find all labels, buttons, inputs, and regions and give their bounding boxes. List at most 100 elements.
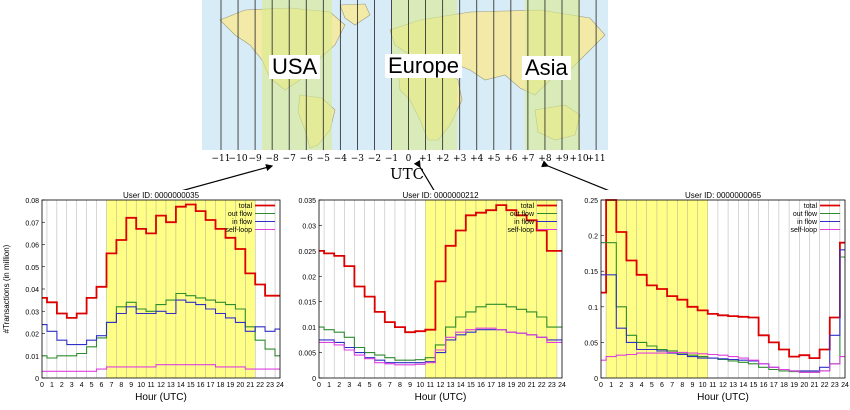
x-tick-label: 2 [60, 382, 64, 389]
x-tick-label: 18 [780, 382, 788, 389]
highlight-band [425, 200, 557, 378]
timezone-label: +5 [487, 154, 501, 164]
x-tick-label: 5 [90, 382, 94, 389]
x-tick-label: 19 [227, 382, 235, 389]
timezone-label: +10 [570, 154, 589, 164]
series-line-in-flow [42, 299, 280, 346]
y-tick-label: 0.06 [25, 243, 39, 250]
x-tick-label: 13 [729, 382, 737, 389]
x-tick-label: 9 [691, 382, 695, 389]
x-tick-label: 18 [497, 382, 505, 389]
x-tick-label: 14 [739, 382, 747, 389]
timezone-label: −3 [351, 154, 365, 164]
y-tick-label: 0.01 [302, 325, 316, 332]
timezone-label: −5 [317, 154, 331, 164]
x-tick-label: 10 [699, 382, 707, 389]
chart-title: User ID: 0000000212 [402, 191, 479, 200]
x-tick-label: 3 [70, 382, 74, 389]
x-tick-label: 16 [197, 382, 205, 389]
series-line-self-loop [601, 351, 845, 373]
y-tick-label: 0.02 [25, 332, 39, 339]
y-tick-label: 0.25 [584, 198, 598, 205]
x-tick-label: 7 [670, 382, 674, 389]
x-tick-label: 12 [157, 382, 165, 389]
x-axis-label: Hour (UTC) [415, 392, 467, 403]
highlight-band [106, 200, 256, 378]
series-line-self-loop [319, 327, 562, 366]
x-tick-label: 2 [337, 382, 341, 389]
legend-entry: in flow [797, 219, 818, 226]
timezone-label: +6 [504, 154, 518, 164]
x-tick-label: 16 [760, 382, 768, 389]
timezone-label: +1 [419, 154, 432, 164]
x-tick-label: 11 [147, 382, 154, 389]
region-label-europe: Europe [385, 54, 462, 78]
x-tick-label: 14 [177, 382, 185, 389]
x-tick-label: 7 [388, 382, 392, 389]
y-tick-label: 0.03 [302, 223, 316, 230]
x-tick-label: 17 [207, 382, 215, 389]
y-axis-label: #Transactions (in million) [2, 244, 11, 333]
x-tick-label: 22 [256, 382, 264, 389]
x-tick-label: 23 [548, 382, 556, 389]
timezone-label: −8 [266, 154, 280, 164]
y-tick-label: 0.2 [588, 234, 598, 241]
x-tick-label: 5 [368, 382, 372, 389]
x-tick-label: 6 [100, 382, 104, 389]
legend-entry: self-loop [226, 227, 253, 234]
legend-entry: total [521, 203, 535, 210]
x-tick-label: 13 [447, 382, 455, 389]
x-tick-label: 17 [487, 382, 495, 389]
chart-user-35: 0 0.01 0.02 0.03 0.04 0.05 0.06 0.07 0.08 0 1 2 3 4 5 6… [0, 190, 285, 410]
plot-frame [41, 199, 281, 379]
x-tick-label: 1 [609, 382, 613, 389]
series-line-out-flow [42, 292, 280, 359]
greenland-shape [339, 3, 371, 26]
x-tick-label: 15 [187, 382, 195, 389]
y-tick-label: 0.05 [25, 265, 39, 272]
y-tick-label: 0.05 [584, 340, 598, 347]
x-tick-label: 4 [80, 382, 84, 389]
x-tick-label: 22 [538, 382, 546, 389]
y-tick-label: 0.015 [298, 300, 316, 307]
series-line-total [42, 203, 280, 319]
timezone-label: +3 [453, 154, 467, 164]
x-tick-label: 12 [437, 382, 445, 389]
x-axis-label: Hour (UTC) [697, 392, 749, 403]
x-tick-label: 6 [378, 382, 382, 389]
x-tick-label: 24 [841, 382, 849, 389]
legend-entry: out flow [228, 211, 253, 218]
x-tick-label: 2 [619, 382, 623, 389]
x-tick-label: 14 [457, 382, 465, 389]
x-tick-label: 22 [821, 382, 829, 389]
x-tick-label: 1 [50, 382, 54, 389]
x-tick-label: 24 [276, 382, 284, 389]
x-tick-label: 23 [266, 382, 274, 389]
x-tick-label: 20 [518, 382, 526, 389]
y-tick-label: 0.025 [298, 249, 316, 256]
plot-frame [600, 199, 846, 379]
timezone-labels: −11−10 −9 −8 −7 −6 −5 −4 −3 −2 −1 0 +1 +2 +3 +4 +5 +6 +7 +… [212, 154, 606, 164]
chart-title: User ID: 0000000035 [123, 191, 200, 200]
x-tick-label: 21 [811, 382, 819, 389]
x-tick-label: 24 [558, 382, 566, 389]
timezone-label: +7 [521, 154, 535, 164]
world-timezone-map: −11−10 −9 −8 −7 −6 −5 −4 −3 −2 −1 0 +1 +2 +3 +4 +5 +6 +7 +… [141, 0, 634, 190]
x-tick-label: 17 [770, 382, 778, 389]
x-tick-label: 19 [790, 382, 798, 389]
x-tick-label: 0 [40, 382, 44, 389]
y-tick-label: 0.04 [25, 287, 39, 294]
plot-frame [318, 199, 563, 379]
legend-entry: in flow [232, 219, 253, 226]
timezone-label: −7 [283, 154, 297, 164]
y-tick-label: 0.005 [298, 351, 316, 358]
series-line-out-flow [319, 303, 562, 361]
timezone-label: −11 [212, 154, 231, 164]
x-tick-label: 4 [358, 382, 362, 389]
y-tick-label: 0.03 [25, 309, 39, 316]
legend-entry: self-loop [791, 227, 818, 234]
x-tick-label: 3 [630, 382, 634, 389]
chart-title: User ID: 0000000065 [685, 191, 762, 200]
y-tick-label: 0 [35, 376, 39, 383]
x-tick-label: 3 [347, 382, 351, 389]
